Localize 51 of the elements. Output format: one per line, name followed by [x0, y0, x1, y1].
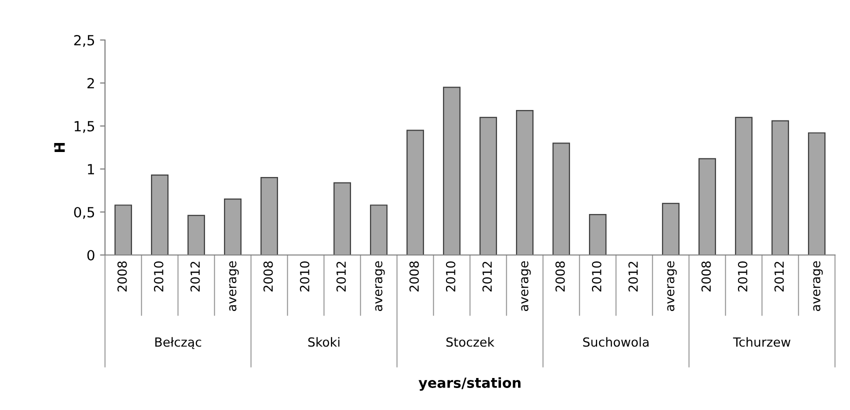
bar	[187, 214, 206, 255]
bar	[698, 158, 716, 255]
x-tick-label: 2008	[117, 261, 127, 292]
x-tick-label: 2012	[190, 262, 200, 292]
y-tick-label: 2,5	[74, 34, 94, 47]
text: Bełcząc	[155, 337, 202, 350]
bar	[442, 86, 461, 255]
x-tick-label: 2010	[592, 261, 602, 292]
text: Skoki	[308, 337, 340, 347]
x-tick-label: 2010	[300, 261, 310, 292]
bar	[588, 214, 607, 255]
y-tick-label: 0	[87, 250, 94, 260]
y-axis-title: H̄	[54, 142, 65, 152]
bar	[260, 177, 278, 255]
x-tick-label: average	[375, 261, 385, 311]
bar	[114, 204, 132, 255]
y-tick-label: 2	[87, 78, 94, 88]
x-tick-label: average	[813, 261, 823, 311]
bar	[406, 130, 424, 255]
x-tick-label: 2010	[154, 261, 164, 292]
bar	[150, 174, 169, 255]
bar	[734, 116, 753, 255]
x-tick-label: 2012	[336, 262, 346, 292]
x-tick-label: 2012	[774, 262, 784, 292]
x-tick-label: 2012	[628, 262, 638, 292]
bar	[662, 202, 680, 255]
bar	[552, 142, 570, 255]
x-tick-label: 2012	[482, 262, 492, 292]
bar	[333, 182, 352, 255]
x-tick-label: 2008	[263, 261, 273, 292]
x-axis-title: years/station	[418, 377, 520, 391]
x-tick-label: 2008	[701, 261, 711, 292]
text: Suchowola	[583, 337, 649, 347]
text: Stoczek	[446, 337, 494, 347]
x-tick-label: 2010	[738, 261, 748, 292]
y-tick-label: 1,5	[74, 121, 94, 133]
bar	[224, 198, 242, 255]
y-tick-label: 1	[88, 164, 94, 174]
x-tick-label: 2008	[555, 261, 565, 292]
bar	[771, 120, 790, 255]
x-tick-label: 2008	[409, 261, 419, 292]
x-tick-label: average	[521, 261, 531, 311]
bar	[808, 132, 826, 255]
bar	[370, 204, 388, 255]
text: Tchurzew	[733, 337, 790, 347]
bar	[516, 110, 534, 255]
bar	[479, 116, 498, 255]
y-tick-label: 0,5	[74, 206, 94, 219]
x-tick-label: average	[229, 261, 239, 311]
x-tick-label: 2010	[446, 261, 456, 292]
x-tick-label: average	[667, 261, 677, 311]
